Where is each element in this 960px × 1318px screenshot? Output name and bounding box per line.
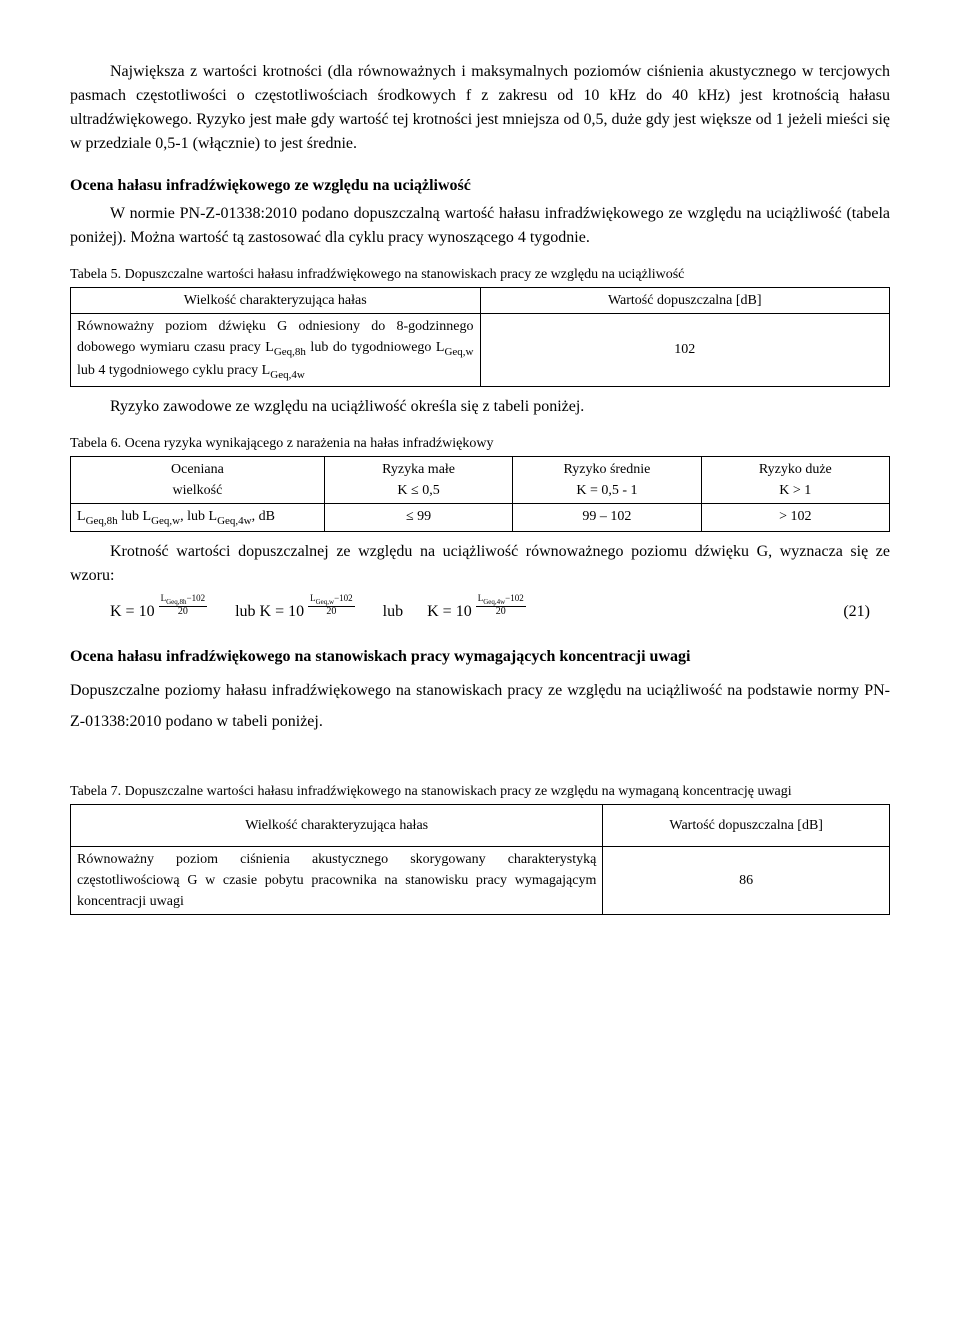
eq-f3d: 20	[476, 607, 526, 618]
t6r4: > 102	[701, 503, 889, 531]
t6h4a: Ryzyko duże	[708, 459, 883, 480]
paragraph-2: W normie PN-Z-01338:2010 podano dopuszcz…	[70, 202, 890, 250]
equation-number: (21)	[843, 600, 890, 624]
table7-caption: Tabela 7. Dopuszczalne wartości hałasu i…	[70, 781, 890, 802]
t5s1: Geq,8h	[274, 346, 306, 358]
eq-f1d: 20	[159, 607, 208, 618]
t6s1: Geq,8h	[86, 514, 118, 526]
table7: Wielkość charakteryzująca hałas Wartość …	[70, 804, 890, 915]
table5-header-1: Wielkość charakteryzująca hałas	[71, 288, 481, 314]
table7-cell-1: Równoważny poziom ciśnienia akustycznego…	[71, 847, 603, 915]
table6: Oceniana wielkość Ryzyka małe K ≤ 0,5 Ry…	[70, 456, 890, 532]
table7-header-1: Wielkość charakteryzująca hałas	[71, 805, 603, 847]
t6h4: Ryzyko duże K > 1	[701, 456, 889, 503]
eq-k1: K = 10	[110, 600, 155, 624]
table5-header-2: Wartość dopuszczalna [dB]	[480, 288, 890, 314]
section-heading-2: Ocena hałasu infradźwiękowego na stanowi…	[70, 642, 890, 672]
t6s3: Geq,4w	[217, 514, 252, 526]
t6h3: Ryzyko średnie K = 0,5 - 1	[513, 456, 701, 503]
t6r1: LGeq,8h lub LGeq,w, lub LGeq,4w, dB	[71, 503, 325, 531]
section-heading-1: Ocena hałasu infradźwiękowego ze względu…	[70, 174, 890, 198]
t5c1c: lub 4 tygodniowego cyklu pracy L	[77, 363, 270, 378]
eq-frac-2: LGeq,w−102 20	[308, 594, 355, 618]
t6h1: Oceniana wielkość	[71, 456, 325, 503]
t6h1b: wielkość	[77, 480, 318, 501]
t6r2: ≤ 99	[324, 503, 512, 531]
t6h2b: K ≤ 0,5	[331, 480, 506, 501]
table5-cell-1: Równoważny poziom dźwięku G odniesiony d…	[71, 314, 481, 387]
t6h3a: Ryzyko średnie	[519, 459, 694, 480]
eq-frac-3: LGeq,4w−102 20	[476, 594, 526, 618]
t6h3b: K = 0,5 - 1	[519, 480, 694, 501]
t6r1b: lub L	[118, 509, 151, 524]
t6h2: Ryzyka małe K ≤ 0,5	[324, 456, 512, 503]
paragraph-4: Krotność wartości dopuszczalnej ze wzglę…	[70, 540, 890, 588]
table5-value: 102	[480, 314, 890, 387]
paragraph-3: Ryzyko zawodowe ze względu na uciążliwoś…	[70, 395, 890, 419]
eq-f2d: 20	[308, 607, 355, 618]
t6r3: 99 – 102	[513, 503, 701, 531]
eq-term-1: K = 10 LGeq,8h−102 20	[110, 600, 207, 624]
eq-lub2: lub	[383, 600, 403, 624]
t6r1a: L	[77, 509, 86, 524]
eq-term-2: lub K = 10 LGeq,w−102 20	[235, 600, 355, 624]
equation-21: K = 10 LGeq,8h−102 20 lub K = 10 LGeq,w−…	[70, 600, 890, 624]
eq-frac-1: LGeq,8h−102 20	[159, 594, 208, 618]
eq-term-3: lub K = 10 LGeq,4w−102 20	[383, 600, 526, 624]
t6h4b: K > 1	[708, 480, 883, 501]
paragraph-5: Dopuszczalne poziomy hałasu infradźwięko…	[70, 676, 890, 737]
t5c1b: lub do tygodniowego L	[306, 340, 445, 355]
t6s2: Geq,w	[151, 514, 180, 526]
table7-header-2: Wartość dopuszczalna [dB]	[603, 805, 890, 847]
t5s2: Geq,w	[444, 346, 473, 358]
t6r1c: , lub L	[180, 509, 217, 524]
t5s3: Geq,4w	[270, 369, 305, 381]
t6h1a: Oceniana	[77, 459, 318, 480]
table6-caption: Tabela 6. Ocena ryzyka wynikającego z na…	[70, 433, 890, 454]
table5-caption: Tabela 5. Dopuszczalne wartości hałasu i…	[70, 264, 890, 285]
table7-value: 86	[603, 847, 890, 915]
t6h2a: Ryzyka małe	[331, 459, 506, 480]
table5: Wielkość charakteryzująca hałas Wartość …	[70, 287, 890, 387]
t6r1d: , dB	[252, 509, 275, 524]
paragraph-1: Największa z wartości krotności (dla rów…	[70, 60, 890, 156]
eq-k3: K = 10	[427, 600, 472, 624]
eq-lub1: lub K = 10	[235, 600, 304, 624]
